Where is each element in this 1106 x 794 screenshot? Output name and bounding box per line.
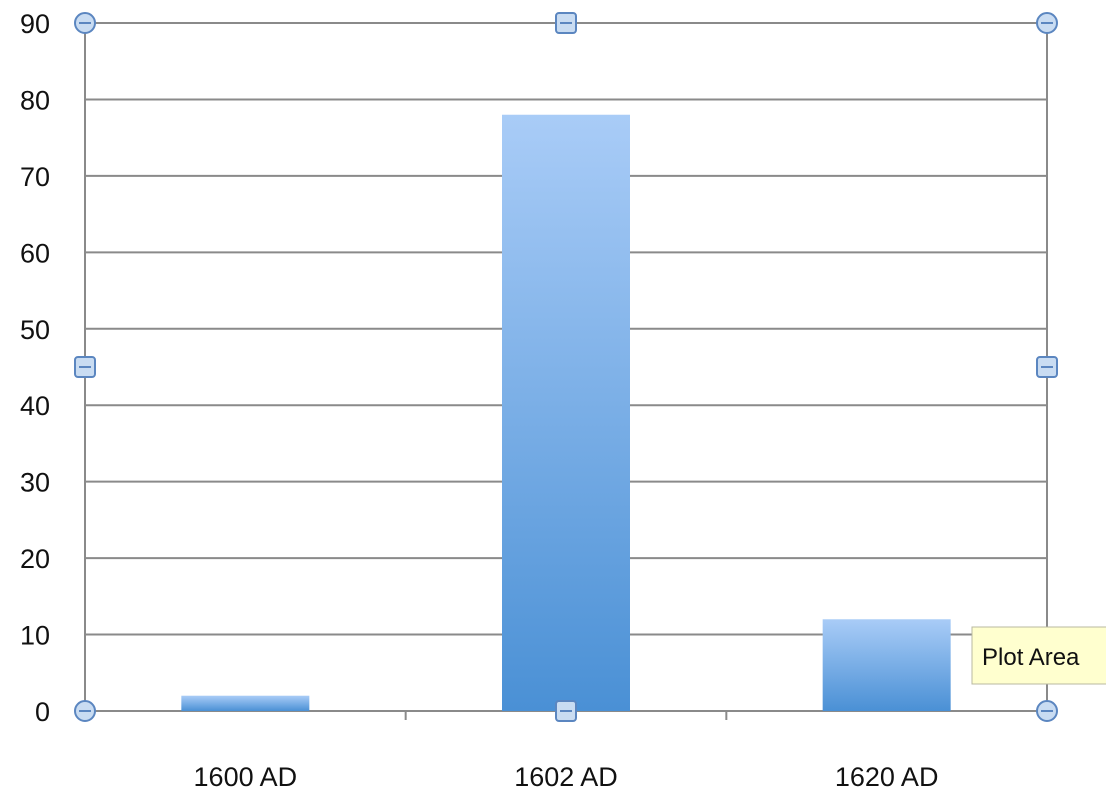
y-tick-label: 90 — [20, 9, 50, 39]
y-tick-label: 10 — [20, 621, 50, 651]
y-tick-label: 40 — [20, 391, 50, 421]
x-category-label: 1600 AD — [194, 762, 298, 792]
tooltip-text: Plot Area — [982, 644, 1080, 671]
tooltip-box — [971, 626, 1106, 685]
x-category-label: 1602 AD — [514, 762, 618, 792]
bar — [502, 114, 630, 711]
bar — [822, 619, 951, 711]
y-tick-label: 50 — [20, 315, 50, 345]
labels: 0 10 20 30 40 50 60 70 80 90 1600 AD 1602 AD 1620 AD — [20, 9, 939, 792]
y-tick-label: 70 — [20, 162, 50, 192]
bar — [181, 695, 310, 711]
y-tick-label: 20 — [20, 544, 50, 574]
y-tick-label: 0 — [35, 697, 50, 727]
x-category-label: 1620 AD — [835, 762, 939, 792]
y-tick-label: 30 — [20, 468, 50, 498]
y-tick-label: 60 — [20, 238, 50, 268]
bars — [181, 114, 951, 711]
selection-handles[interactable] — [74, 12, 1058, 722]
plot-area-tooltip: Plot Area — [971, 626, 1106, 685]
y-tick-label: 80 — [20, 85, 50, 115]
